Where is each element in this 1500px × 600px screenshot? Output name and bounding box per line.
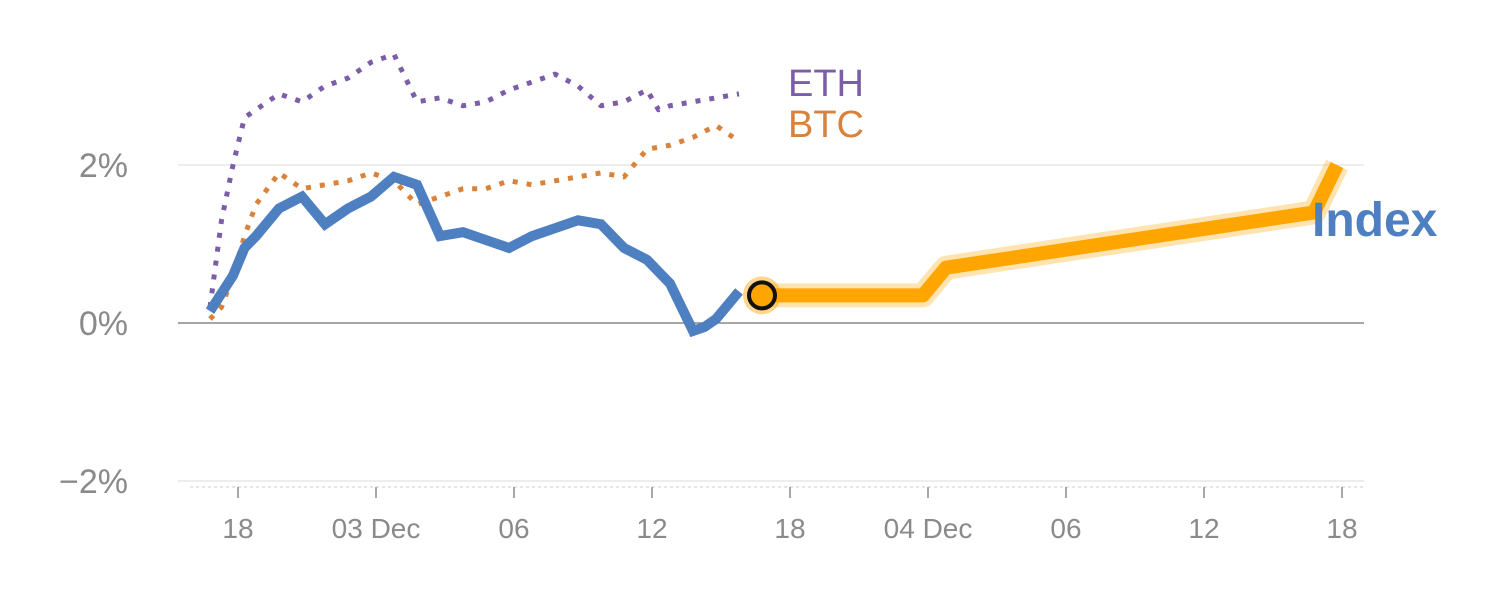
axes: 2% 0% −2% 18 03 Dec 06 12 18 04 Dec 06 12 18 — [59, 147, 1364, 544]
btc-line — [208, 123, 741, 321]
projection-halo — [762, 159, 1348, 308]
x-tick-label: 18 — [222, 513, 253, 544]
x-tick-label: 18 — [1326, 513, 1357, 544]
y-tick-label: 0% — [79, 305, 128, 343]
x-tick-label: 06 — [498, 513, 529, 544]
x-tick-label: 12 — [1188, 513, 1219, 544]
x-tick-label: 03 Dec — [332, 513, 421, 544]
highlight-marker — [743, 276, 781, 315]
eth-label: ETH — [788, 63, 864, 105]
series-lines — [205, 51, 1348, 338]
series-labels: ETH BTC Index — [788, 63, 1438, 247]
x-tick-label: 18 — [774, 513, 805, 544]
x-tick-label: 06 — [1050, 513, 1081, 544]
x-tick-label: 04 Dec — [884, 513, 973, 544]
y-tick-label: 2% — [79, 147, 128, 185]
y-tick-label: −2% — [59, 463, 128, 501]
x-tick-label: 12 — [636, 513, 667, 544]
eth-line — [207, 51, 740, 308]
btc-label: BTC — [788, 104, 864, 146]
index-label: Index — [1312, 194, 1438, 247]
index-line — [205, 171, 743, 338]
grid-lines — [178, 164, 1364, 482]
marker-point — [747, 280, 777, 311]
projection-line — [762, 161, 1344, 303]
